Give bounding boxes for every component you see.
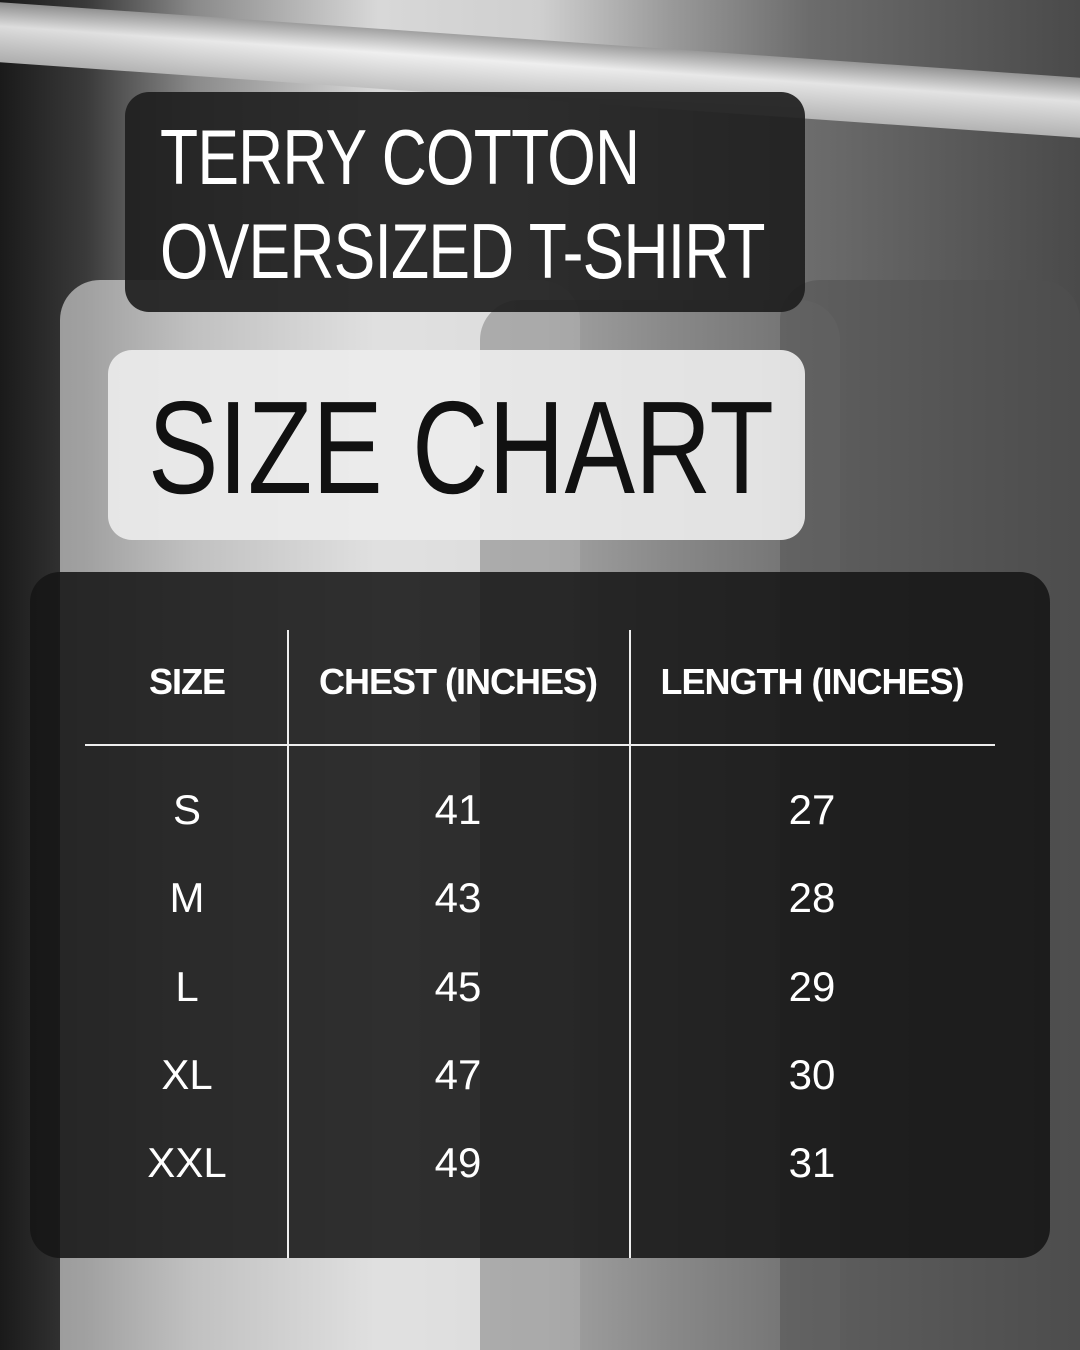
table-cell: 49	[434, 1139, 482, 1186]
table-cell: 28	[788, 874, 836, 921]
table-cell: M	[169, 874, 205, 921]
column-header: LENGTH (INCHES)	[660, 661, 965, 702]
table-cell: 31	[788, 1139, 836, 1186]
table-cell: 45	[434, 963, 482, 1010]
table-cell: XXL	[147, 1139, 227, 1186]
table-cell: 29	[788, 963, 836, 1010]
size-chart-heading: SIZE CHART	[148, 374, 774, 521]
table-cell: XL	[161, 1051, 213, 1098]
column-header: CHEST (INCHES)	[318, 661, 598, 702]
column-divider	[629, 630, 631, 1258]
size-chart-box	[108, 350, 805, 540]
table-cell: 41	[434, 786, 482, 833]
title-box	[125, 92, 805, 312]
column-header: SIZE	[148, 661, 226, 702]
header-divider	[85, 744, 995, 746]
table-cell: 43	[434, 874, 482, 921]
title-line-2: OVERSIZED T-SHIRT	[160, 207, 766, 295]
table-cell: 47	[434, 1051, 482, 1098]
table-cell: L	[175, 963, 199, 1010]
table-cell: 27	[788, 786, 836, 833]
column-divider	[287, 630, 289, 1258]
table-cell: 30	[788, 1051, 836, 1098]
table-cell: S	[172, 786, 202, 833]
title-line-1: TERRY COTTON	[160, 113, 640, 201]
size-table	[30, 572, 1050, 1258]
